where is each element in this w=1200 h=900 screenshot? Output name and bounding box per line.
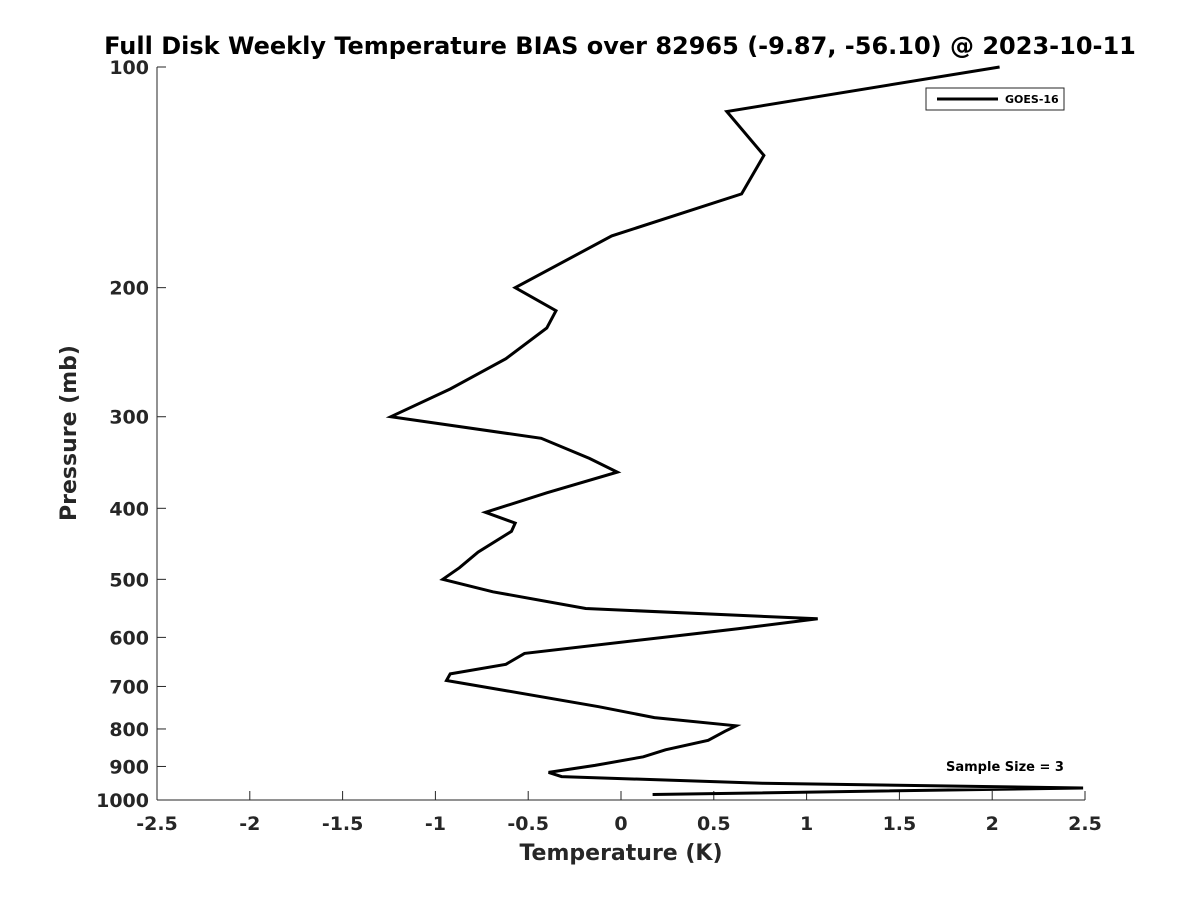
x-tick-label: 1.5 <box>883 813 917 835</box>
y-tick-label: 600 <box>109 627 149 649</box>
y-axis-label: Pressure (mb) <box>57 345 82 521</box>
y-tick-label: 400 <box>109 498 149 520</box>
x-ticks: -2.5 -2 -1.5 -1 -0.5 0 0.5 1 1.5 2 2.5 <box>136 791 1102 835</box>
x-axis-label: Temperature (K) <box>519 841 722 866</box>
y-tick-label: 300 <box>109 407 149 429</box>
x-tick-label: -1.5 <box>322 813 364 835</box>
y-tick-label: 1000 <box>96 790 149 812</box>
y-tick-label: 200 <box>109 278 149 300</box>
x-tick-label: -1 <box>425 813 446 835</box>
y-tick-label: 100 <box>109 57 149 79</box>
x-tick-label: 1 <box>800 813 813 835</box>
x-tick-label: 0 <box>614 813 627 835</box>
legend-label-goes-16: GOES-16 <box>1005 93 1059 106</box>
y-ticks: 100 200 300 400 500 600 700 800 900 1000 <box>96 57 166 812</box>
series-group <box>385 65 1084 796</box>
x-tick-label: -0.5 <box>507 813 549 835</box>
x-tick-label: 2 <box>986 813 999 835</box>
x-tick-label: -2.5 <box>136 813 178 835</box>
y-tick-label: 900 <box>109 756 149 778</box>
x-tick-label: 0.5 <box>697 813 731 835</box>
y-tick-label: 700 <box>109 676 149 698</box>
y-tick-label: 800 <box>109 719 149 741</box>
x-tick-label: 2.5 <box>1068 813 1102 835</box>
legend: GOES-16 <box>925 87 1065 111</box>
chart-title: Full Disk Weekly Temperature BIAS over 8… <box>104 32 1136 60</box>
y-tick-label: 500 <box>109 569 149 591</box>
series-line-goes-16 <box>385 65 1084 796</box>
x-tick-label: -2 <box>239 813 260 835</box>
sample-size-annotation: Sample Size = 3 <box>946 760 1064 775</box>
